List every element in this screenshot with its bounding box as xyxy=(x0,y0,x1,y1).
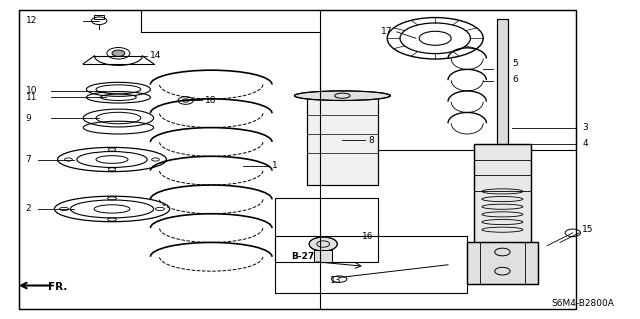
Bar xyxy=(467,242,538,284)
Text: 5: 5 xyxy=(512,59,518,68)
Ellipse shape xyxy=(294,91,390,100)
Text: 8: 8 xyxy=(368,136,374,145)
Text: 15: 15 xyxy=(582,225,594,234)
Bar xyxy=(474,144,531,281)
Text: 10: 10 xyxy=(26,86,37,95)
Bar xyxy=(275,198,378,262)
Bar xyxy=(320,10,576,150)
Text: 13: 13 xyxy=(330,276,341,285)
Text: 3: 3 xyxy=(582,123,588,132)
Text: B-27: B-27 xyxy=(291,252,314,261)
Text: 11: 11 xyxy=(26,93,37,102)
Bar xyxy=(307,96,378,185)
Text: 9: 9 xyxy=(26,114,31,122)
Bar xyxy=(314,250,332,262)
Ellipse shape xyxy=(309,237,337,251)
Bar xyxy=(94,15,104,19)
Text: FR.: FR. xyxy=(48,282,67,292)
Ellipse shape xyxy=(112,50,125,56)
Text: 12: 12 xyxy=(26,16,37,25)
Text: 7: 7 xyxy=(26,155,31,164)
Text: 1: 1 xyxy=(272,161,278,170)
Bar xyxy=(497,19,508,198)
Bar xyxy=(497,19,508,198)
Bar xyxy=(275,236,467,293)
Text: 2: 2 xyxy=(26,204,31,213)
Text: 4: 4 xyxy=(582,139,588,148)
Bar xyxy=(474,144,531,281)
Text: 18: 18 xyxy=(205,96,216,105)
Bar xyxy=(467,242,538,284)
Bar xyxy=(314,250,332,262)
Text: 16: 16 xyxy=(362,232,373,241)
Text: S6M4-B2800A: S6M4-B2800A xyxy=(551,299,614,308)
Text: 17: 17 xyxy=(381,27,392,36)
Text: 6: 6 xyxy=(512,75,518,84)
Bar xyxy=(19,10,576,309)
Text: 14: 14 xyxy=(150,51,162,60)
Bar xyxy=(307,96,378,185)
